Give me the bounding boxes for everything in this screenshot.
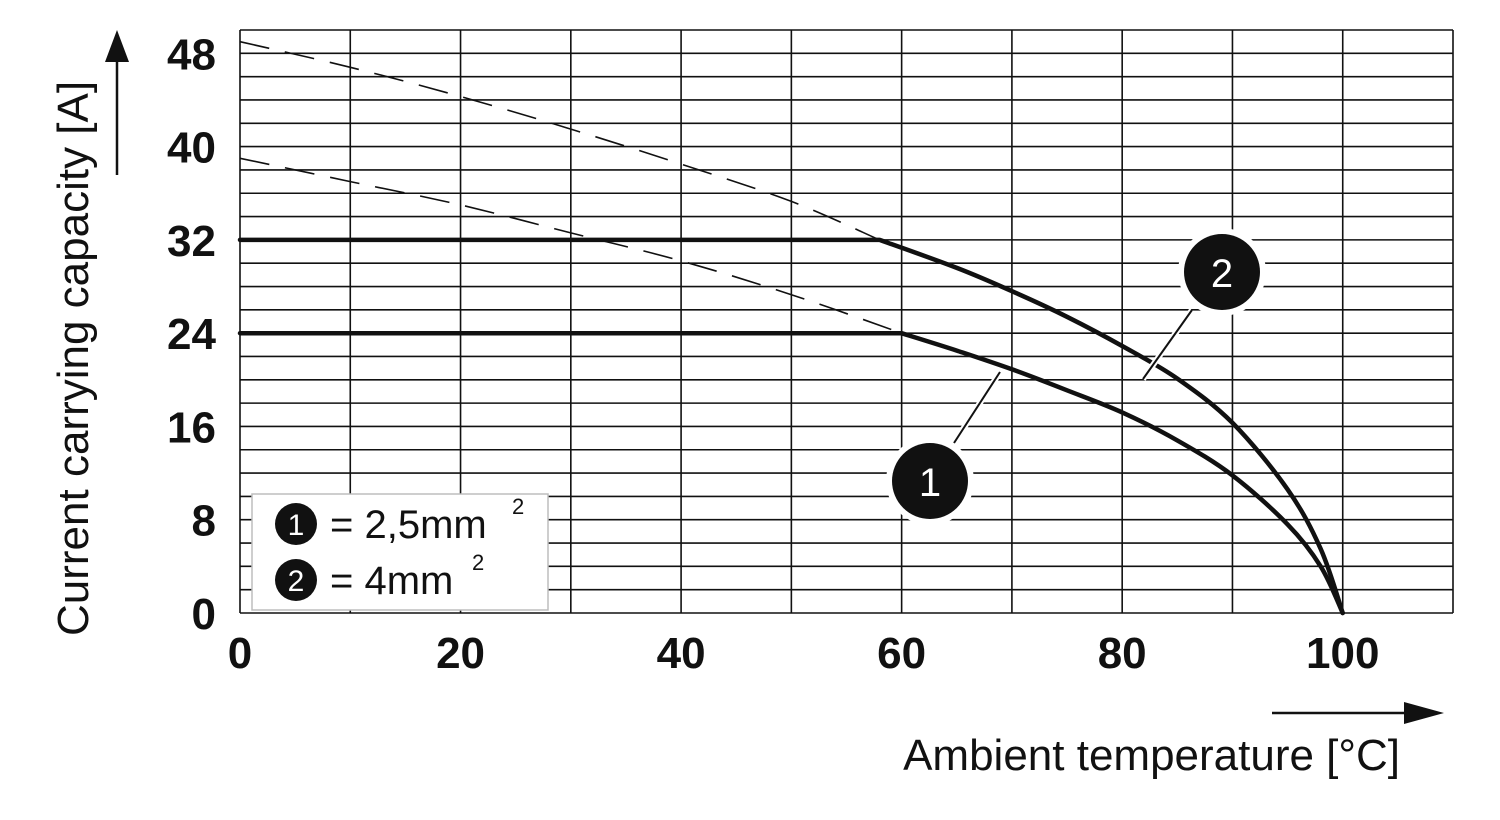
series-line-1: [237, 330, 1345, 616]
callout-2-leader: [1142, 309, 1193, 380]
y-axis-title: Current carrying capacity [A]: [49, 81, 98, 636]
x-tick-label: 0: [228, 629, 252, 678]
legend-badge-2: [275, 559, 317, 601]
legend-item-2: 2 = 4mm 2: [275, 550, 484, 603]
series-callouts: 1 2: [886, 228, 1266, 525]
callout-1-leader: [953, 371, 1001, 444]
legend-badge-1: [275, 503, 317, 545]
y-tick-label: 24: [167, 310, 216, 359]
x-tick-label: 60: [877, 629, 926, 678]
x-axis-title: Ambient temperature [°C]: [903, 731, 1400, 780]
legend-badge-1-label: 1: [288, 509, 305, 542]
x-tick-label: 40: [657, 629, 706, 678]
legend-text-2: = 4mm: [330, 559, 453, 603]
x-axis-arrow-head: [1404, 702, 1444, 724]
x-axis-title-group: Ambient temperature [°C]: [903, 702, 1444, 780]
tick-labels: 0 20 40 60 80 100 0 8 16 24 32 40 48: [167, 30, 1379, 678]
y-tick-label: 32: [167, 217, 216, 266]
callout-2-label: 2: [1211, 252, 1233, 296]
y-tick-label: 16: [167, 403, 216, 452]
legend-sup-1: 2: [512, 494, 524, 519]
callout-1-badge: [892, 443, 968, 519]
extrapolation-lines: [239, 40, 902, 334]
callout-1-label: 1: [919, 461, 941, 505]
callout-2-badge: [1184, 234, 1260, 310]
legend-badge-2-label: 2: [288, 565, 305, 598]
legend-sup-2: 2: [472, 550, 484, 575]
legend: 1 = 2,5mm 2 2 = 4mm 2: [251, 493, 549, 611]
y-axis-title-group: Current carrying capacity [A]: [49, 30, 129, 636]
x-tick-label: 20: [436, 629, 485, 678]
y-axis-arrow-head: [105, 30, 129, 62]
extrapolation-line-1: [239, 157, 902, 334]
legend-text-1: = 2,5mm: [330, 503, 487, 547]
y-tick-label: 40: [167, 124, 216, 173]
y-tick-label: 48: [167, 30, 216, 79]
y-tick-label: 0: [192, 590, 216, 639]
x-tick-label: 80: [1098, 629, 1147, 678]
legend-item-1: 1 = 2,5mm 2: [275, 494, 524, 547]
y-tick-label: 8: [192, 497, 216, 546]
extrapolation-line-2: [239, 40, 880, 241]
x-tick-label: 100: [1306, 629, 1379, 678]
